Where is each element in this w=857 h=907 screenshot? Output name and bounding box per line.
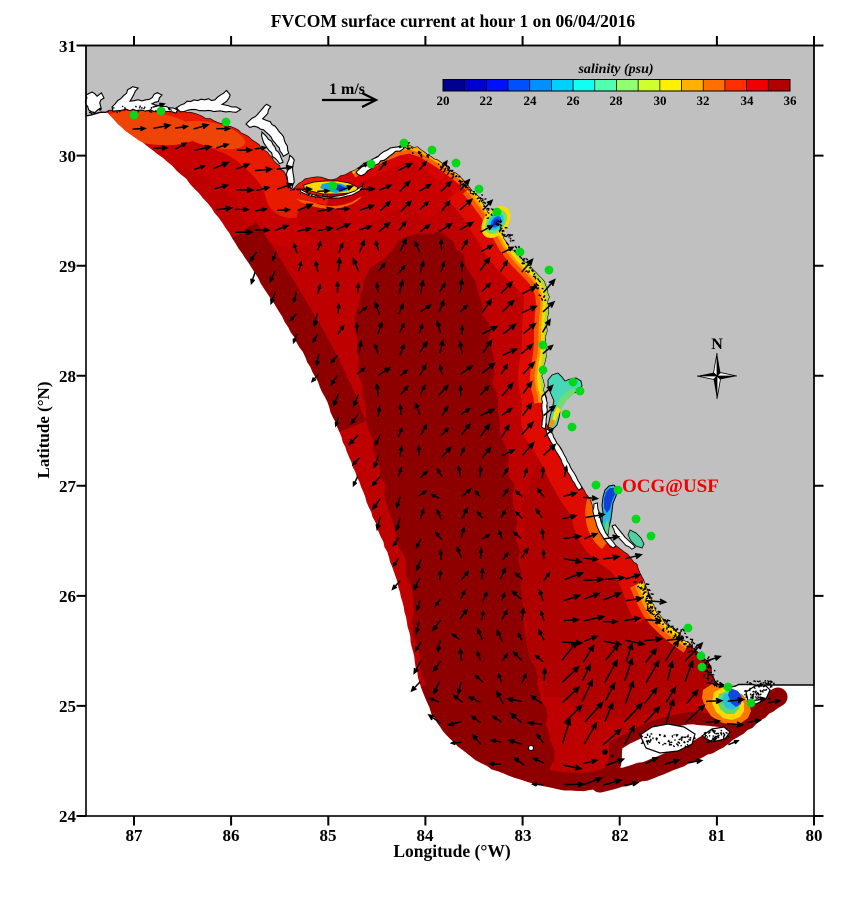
svg-text:28: 28 (59, 367, 76, 386)
svg-text:86: 86 (223, 826, 240, 845)
svg-text:salinity (psu): salinity (psu) (577, 62, 653, 77)
svg-text:24: 24 (524, 93, 538, 108)
svg-text:27: 27 (59, 477, 77, 496)
svg-text:OCG@USF: OCG@USF (622, 476, 719, 497)
svg-text:1 m/s: 1 m/s (329, 81, 365, 98)
svg-text:26: 26 (59, 587, 76, 606)
svg-text:30: 30 (59, 147, 76, 166)
svg-text:20: 20 (437, 93, 450, 108)
svg-text:84: 84 (417, 826, 435, 845)
svg-text:82: 82 (612, 826, 629, 845)
svg-text:87: 87 (126, 826, 144, 845)
svg-text:FVCOM surface current at hour: FVCOM surface current at hour 1 on 06/04… (271, 11, 636, 31)
svg-text:26: 26 (567, 93, 581, 108)
svg-text:83: 83 (515, 826, 532, 845)
svg-text:28: 28 (610, 93, 624, 108)
svg-text:34: 34 (741, 93, 755, 108)
svg-text:85: 85 (320, 826, 337, 845)
svg-text:31: 31 (59, 37, 76, 56)
svg-text:36: 36 (784, 93, 798, 108)
svg-text:29: 29 (59, 257, 76, 276)
svg-text:30: 30 (654, 93, 667, 108)
svg-text:80: 80 (806, 826, 823, 845)
svg-text:24: 24 (59, 807, 77, 826)
svg-text:N: N (711, 336, 723, 353)
svg-text:81: 81 (709, 826, 726, 845)
svg-text:32: 32 (697, 93, 710, 108)
svg-text:22: 22 (480, 93, 493, 108)
svg-text:25: 25 (59, 697, 76, 716)
svg-text:Latitude (°N): Latitude (°N) (34, 382, 53, 479)
svg-text:Longitude (°W): Longitude (°W) (393, 841, 511, 861)
